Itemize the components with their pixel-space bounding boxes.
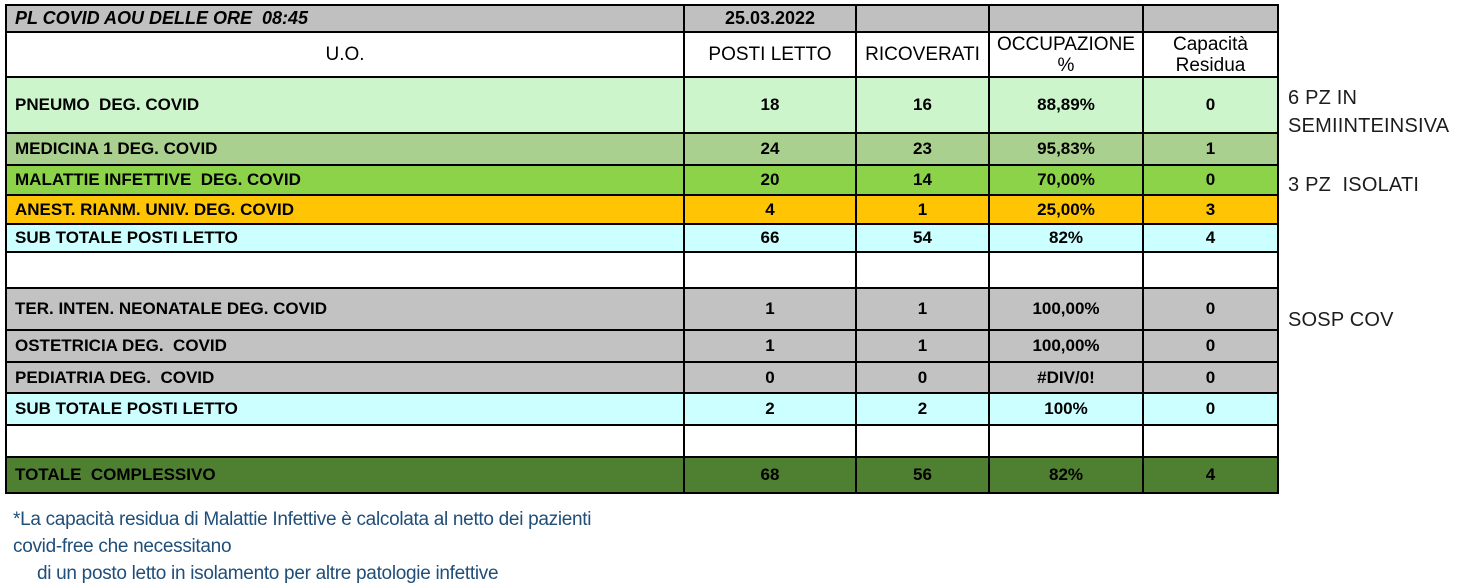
occupazione-cell: 70,00% [988, 164, 1144, 196]
capacita-cell: 0 [1142, 164, 1279, 196]
empty-row [5, 251, 1279, 289]
empty-cell [683, 424, 857, 458]
footnote-line-1: *La capacità residua di Malattie Infetti… [13, 509, 592, 530]
table-row-anest: ANEST. RIANM. UNIV. DEG. COVID 4 1 25,00… [5, 194, 1279, 225]
empty-cell [5, 251, 685, 289]
occupazione-cell: 95,83% [988, 132, 1144, 166]
uo-cell: OSTETRICIA DEG. COVID [5, 329, 685, 363]
covid-bed-table: PL COVID AOU DELLE ORE 08:45 25.03.2022 … [5, 4, 1279, 494]
posti-letto-cell: 66 [683, 223, 857, 253]
column-header-row: U.O. POSTI LETTO RICOVERATI OCCUPAZIONE … [5, 31, 1279, 78]
table-row-ter-inten-neonatale: TER. INTEN. NEONATALE DEG. COVID 1 1 100… [5, 287, 1279, 331]
ricoverati-cell: 14 [855, 164, 990, 196]
ricoverati-cell: 1 [855, 329, 990, 363]
empty-cell [1142, 424, 1279, 458]
table-row-totale: TOTALE COMPLESSIVO 68 56 82% 4 [5, 456, 1279, 494]
empty-cell [855, 251, 990, 289]
posti-letto-cell: 24 [683, 132, 857, 166]
annotation-sosp-cov: SOSP COV [1288, 309, 1394, 331]
table-row-malattie: MALATTIE INFETTIVE DEG. COVID 20 14 70,0… [5, 164, 1279, 196]
ricoverati-cell: 2 [855, 392, 990, 426]
posti-letto-cell: 0 [683, 361, 857, 394]
col-header-posti-letto: POSTI LETTO [683, 31, 857, 78]
uo-cell: TER. INTEN. NEONATALE DEG. COVID [5, 287, 685, 331]
uo-cell: MALATTIE INFETTIVE DEG. COVID [5, 164, 685, 196]
ricoverati-cell: 1 [855, 194, 990, 225]
report-date: 25.03.2022 [683, 4, 857, 33]
occupazione-cell: 100,00% [988, 287, 1144, 331]
empty-cell [5, 424, 685, 458]
occupazione-cell: #DIV/0! [988, 361, 1144, 394]
posti-letto-cell: 2 [683, 392, 857, 426]
posti-letto-cell: 20 [683, 164, 857, 196]
occupazione-cell: 82% [988, 223, 1144, 253]
posti-letto-cell: 1 [683, 329, 857, 363]
ricoverati-cell: 23 [855, 132, 990, 166]
footnote-line-3: di un posto letto in isolamento per altr… [37, 563, 499, 584]
empty-cell [1142, 4, 1279, 33]
empty-cell [855, 424, 990, 458]
empty-cell [683, 251, 857, 289]
uo-cell: SUB TOTALE POSTI LETTO [5, 392, 685, 426]
table-row-subtotale-1: SUB TOTALE POSTI LETTO 66 54 82% 4 [5, 223, 1279, 253]
ricoverati-cell: 16 [855, 76, 990, 134]
posti-letto-cell: 18 [683, 76, 857, 134]
col-header-ricoverati: RICOVERATI [855, 31, 990, 78]
occupazione-cell: 100% [988, 392, 1144, 426]
title-row: PL COVID AOU DELLE ORE 08:45 25.03.2022 [5, 4, 1279, 33]
uo-cell: TOTALE COMPLESSIVO [5, 456, 685, 494]
occupazione-cell: 88,89% [988, 76, 1144, 134]
col-header-uo: U.O. [5, 31, 685, 78]
footnote: *La capacità residua di Malattie Infetti… [13, 506, 591, 584]
col-header-occupazione: OCCUPAZIONE % [988, 31, 1144, 78]
posti-letto-cell: 4 [683, 194, 857, 225]
uo-cell: PNEUMO DEG. COVID [5, 76, 685, 134]
capacita-cell: 0 [1142, 392, 1279, 426]
table-row-medicina: MEDICINA 1 DEG. COVID 24 23 95,83% 1 [5, 132, 1279, 166]
ricoverati-cell: 56 [855, 456, 990, 494]
footnote-line-2: covid-free che necessitano [13, 536, 232, 557]
capacita-cell: 3 [1142, 194, 1279, 225]
occupazione-cell: 25,00% [988, 194, 1144, 225]
table-row-subtotale-2: SUB TOTALE POSTI LETTO 2 2 100% 0 [5, 392, 1279, 426]
occupazione-cell: 100,00% [988, 329, 1144, 363]
empty-cell [855, 4, 990, 33]
empty-row [5, 424, 1279, 458]
empty-cell [988, 251, 1144, 289]
capacita-cell: 0 [1142, 329, 1279, 363]
capacita-cell: 0 [1142, 287, 1279, 331]
capacita-cell: 4 [1142, 223, 1279, 253]
report-title: PL COVID AOU DELLE ORE 08:45 [5, 4, 685, 33]
capacita-cell: 0 [1142, 361, 1279, 394]
table-row-pediatria: PEDIATRIA DEG. COVID 0 0 #DIV/0! 0 [5, 361, 1279, 394]
annotation-isolati: 3 PZ ISOLATI [1288, 174, 1420, 196]
occupazione-cell: 82% [988, 456, 1144, 494]
empty-cell [1142, 251, 1279, 289]
covid-bed-report: PL COVID AOU DELLE ORE 08:45 25.03.2022 … [5, 4, 1279, 494]
capacita-cell: 1 [1142, 132, 1279, 166]
posti-letto-cell: 1 [683, 287, 857, 331]
capacita-cell: 4 [1142, 456, 1279, 494]
ricoverati-cell: 54 [855, 223, 990, 253]
capacita-cell: 0 [1142, 76, 1279, 134]
table-row-pneumo: PNEUMO DEG. COVID 18 16 88,89% 0 [5, 76, 1279, 134]
table-row-ostetricia: OSTETRICIA DEG. COVID 1 1 100,00% 0 [5, 329, 1279, 363]
col-header-capacita: Capacità Residua [1142, 31, 1279, 78]
uo-cell: PEDIATRIA DEG. COVID [5, 361, 685, 394]
uo-cell: SUB TOTALE POSTI LETTO [5, 223, 685, 253]
empty-cell [988, 424, 1144, 458]
ricoverati-cell: 1 [855, 287, 990, 331]
annotation-semintensiva: 6 PZ IN SEMIINTEINSIVA [1288, 87, 1450, 137]
uo-cell: MEDICINA 1 DEG. COVID [5, 132, 685, 166]
posti-letto-cell: 68 [683, 456, 857, 494]
uo-cell: ANEST. RIANM. UNIV. DEG. COVID [5, 194, 685, 225]
ricoverati-cell: 0 [855, 361, 990, 394]
empty-cell [988, 4, 1144, 33]
